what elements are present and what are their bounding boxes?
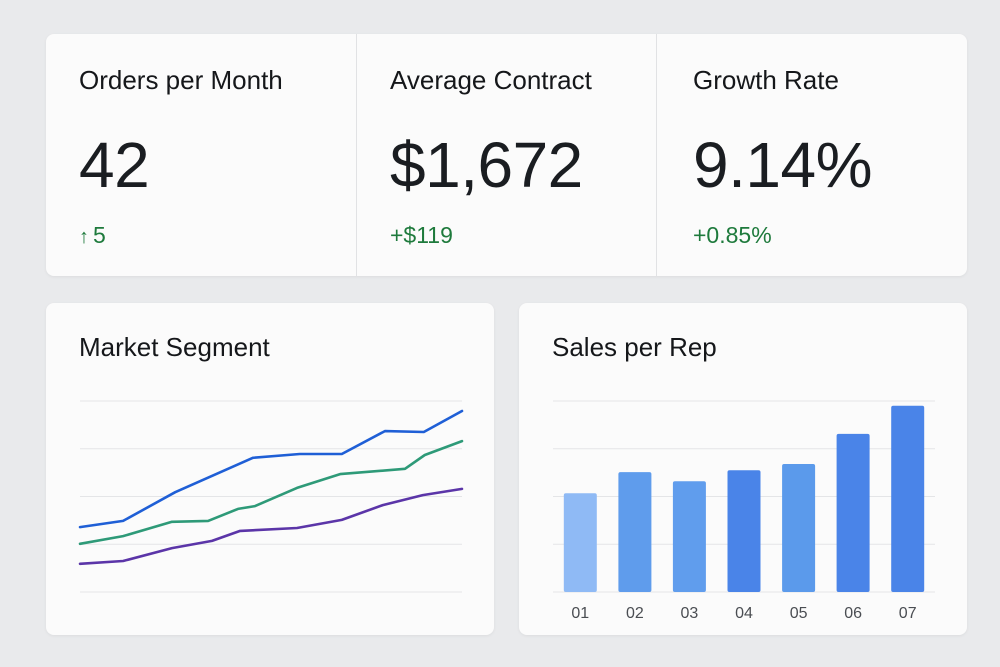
- market-segment-card: Market Segment: [46, 303, 494, 635]
- bar-06[interactable]: [836, 433, 870, 592]
- bar-04[interactable]: [727, 470, 761, 592]
- kpi-title: Orders per Month: [79, 65, 283, 95]
- kpi-value: 9.14%: [693, 129, 872, 201]
- kpi-average-contract: Average Contract $1,672 +$119: [356, 34, 657, 276]
- market-segment-line-chart: [78, 400, 464, 593]
- arrow-up-icon: ↑: [79, 226, 89, 248]
- bar-02[interactable]: [618, 472, 652, 592]
- bar-07[interactable]: [891, 405, 925, 592]
- chart-title: Market Segment: [79, 332, 270, 362]
- kpi-delta-value: 5: [93, 222, 106, 248]
- x-tick-label: 04: [735, 605, 753, 622]
- kpi-summary-card: Orders per Month 42 ↑ 5 Average Contract …: [46, 34, 967, 276]
- kpi-delta: ↑ 5: [79, 222, 106, 249]
- series-line-1: [78, 409, 464, 529]
- kpi-orders-per-month: Orders per Month 42 ↑ 5: [46, 34, 356, 276]
- kpi-growth-rate: Growth Rate 9.14% +0.85%: [656, 34, 968, 276]
- kpi-value: $1,672: [390, 129, 583, 201]
- kpi-delta: +$119: [390, 222, 453, 249]
- kpi-delta-value: +0.85%: [693, 222, 772, 248]
- x-tick-label: 02: [626, 605, 644, 622]
- sales-per-rep-bar-chart: 01 02 03 04 05 06 07: [553, 400, 935, 622]
- kpi-delta-value: +$119: [390, 222, 453, 248]
- sales-per-rep-card: Sales per Rep 01 02 03 04 05 06 07: [519, 303, 967, 635]
- bar-03[interactable]: [672, 481, 706, 592]
- x-tick-label: 03: [681, 605, 699, 622]
- kpi-title: Growth Rate: [693, 65, 839, 95]
- chart-title: Sales per Rep: [552, 332, 717, 362]
- series-line-2: [78, 439, 464, 546]
- bar-01[interactable]: [563, 493, 597, 592]
- x-tick-label: 01: [571, 605, 589, 622]
- x-tick-label: 05: [790, 605, 808, 622]
- x-tick-label: 07: [899, 605, 917, 622]
- kpi-title: Average Contract: [390, 65, 592, 95]
- x-tick-label: 06: [844, 605, 862, 622]
- series-line-3: [78, 487, 464, 566]
- bar-05[interactable]: [782, 464, 816, 592]
- kpi-delta: +0.85%: [693, 222, 772, 249]
- kpi-value: 42: [79, 129, 150, 201]
